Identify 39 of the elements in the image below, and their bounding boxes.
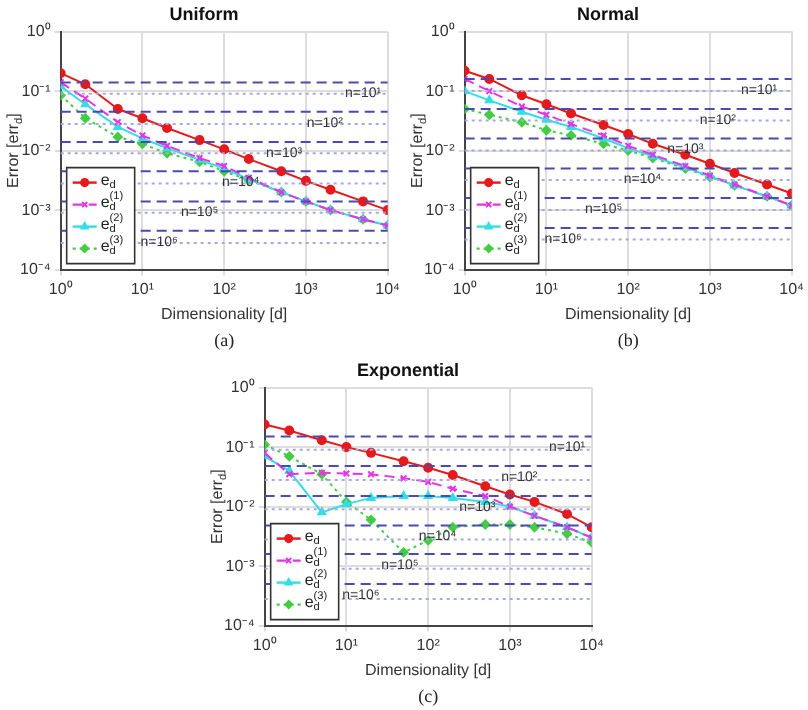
y-tick-label: 10⁻¹ bbox=[21, 81, 52, 100]
text: (a) bbox=[214, 329, 235, 350]
x-tick-label: 10⁴ bbox=[375, 279, 402, 298]
y-tick-label: 10⁻⁴ bbox=[423, 260, 456, 279]
y-tick-label: 10⁻² bbox=[425, 141, 456, 160]
y-tick-label: 10⁰ bbox=[430, 22, 455, 41]
y-tick-label: 10⁻⁴ bbox=[19, 260, 52, 279]
x-axis-title: Dimensionality [d] bbox=[565, 304, 692, 323]
y-tick-label: 10⁻³ bbox=[425, 200, 456, 219]
y-tick-label: 10⁻² bbox=[225, 497, 256, 516]
text: (b) bbox=[617, 329, 639, 350]
y-tick-label: 10⁻⁴ bbox=[223, 616, 256, 635]
text: (c) bbox=[418, 685, 439, 706]
x-tick-label: 10² bbox=[212, 279, 237, 298]
x-tick-label: 10⁴ bbox=[579, 635, 606, 654]
y-tick-label: 10⁻² bbox=[21, 141, 52, 160]
x-tick-label: 10³ bbox=[498, 635, 523, 654]
chart-title: Uniform bbox=[169, 3, 239, 24]
y-tick-label: 10⁻¹ bbox=[225, 437, 256, 456]
x-axis-title: Dimensionality [d] bbox=[161, 304, 288, 323]
x-tick-label: 10⁴ bbox=[779, 279, 806, 298]
x-tick-label: 10³ bbox=[698, 279, 723, 298]
x-tick-label: 10³ bbox=[294, 279, 319, 298]
y-tick-label: 10⁻³ bbox=[225, 556, 256, 575]
y-tick-label: 10⁻³ bbox=[21, 200, 52, 219]
x-tick-label: 10² bbox=[416, 635, 441, 654]
x-axis-title: Dimensionality [d] bbox=[365, 660, 492, 679]
x-tick-label: 10⁰ bbox=[252, 635, 277, 654]
y-tick-label: 10⁻¹ bbox=[425, 81, 456, 100]
x-tick-label: 10² bbox=[616, 279, 641, 298]
x-tick-label: 10¹ bbox=[334, 635, 359, 654]
chart-title: Exponential bbox=[356, 359, 460, 380]
x-tick-label: 10⁰ bbox=[452, 279, 477, 298]
x-tick-label: 10¹ bbox=[534, 279, 559, 298]
x-tick-label: 10⁰ bbox=[48, 279, 73, 298]
x-tick-label: 10¹ bbox=[130, 279, 155, 298]
y-tick-label: 10⁰ bbox=[26, 22, 51, 41]
y-tick-label: 10⁰ bbox=[230, 378, 255, 397]
chart-title: Normal bbox=[576, 3, 640, 24]
